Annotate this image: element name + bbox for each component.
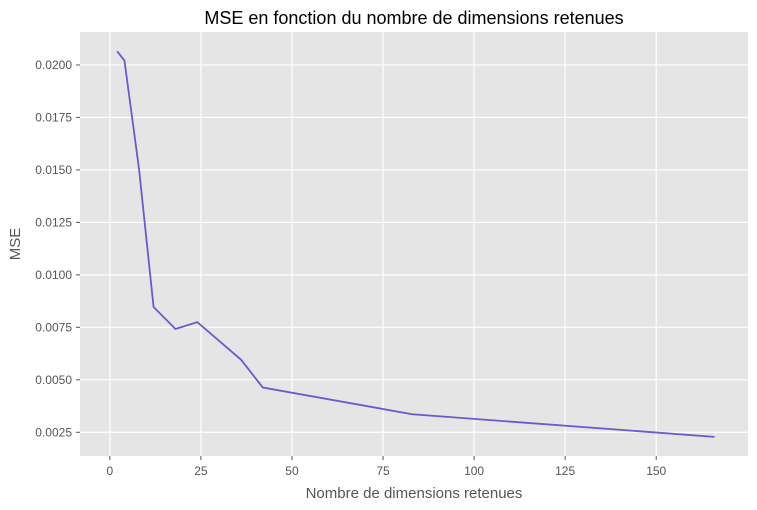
x-tick-label: 0 xyxy=(107,464,114,478)
y-tick-label: 0.0100 xyxy=(35,268,72,282)
x-tick-label: 125 xyxy=(555,464,575,478)
y-tick-label: 0.0150 xyxy=(35,163,72,177)
x-tick-label: 50 xyxy=(285,464,299,478)
x-tick-label: 75 xyxy=(376,464,390,478)
y-tick-label: 0.0050 xyxy=(35,373,72,387)
x-axis-label: Nombre de dimensions retenues xyxy=(306,485,523,502)
x-gridlines xyxy=(109,32,657,456)
plot-area xyxy=(80,32,748,456)
x-axis-ticks: 0 25 50 75 100 125 150 xyxy=(107,456,667,478)
y-tick-label: 0.0025 xyxy=(35,425,72,439)
y-tick-label: 0.0175 xyxy=(35,110,72,124)
y-axis-ticks: 0.0025 0.0050 0.0075 0.0100 0.0125 0.0150 0.01… xyxy=(35,58,80,439)
mse-series-line xyxy=(116,50,715,438)
y-tick-label: 0.0200 xyxy=(35,58,72,72)
y-axis-label: MSE xyxy=(7,228,24,261)
x-tick-label: 150 xyxy=(646,464,666,478)
y-gridlines xyxy=(80,64,748,433)
y-tick-label: 0.0075 xyxy=(35,320,72,334)
x-tick-label: 100 xyxy=(464,464,484,478)
y-tick-label: 0.0125 xyxy=(35,215,72,229)
chart-title: MSE en fonction du nombre de dimensions … xyxy=(204,8,623,28)
x-tick-label: 25 xyxy=(194,464,208,478)
